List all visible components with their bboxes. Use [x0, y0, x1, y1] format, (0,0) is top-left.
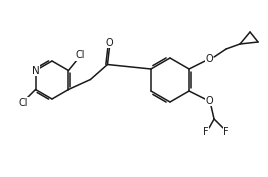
Text: O: O	[205, 96, 213, 106]
Text: N: N	[32, 65, 39, 76]
Text: Cl: Cl	[76, 50, 85, 61]
Text: O: O	[205, 54, 213, 64]
Text: Cl: Cl	[19, 98, 28, 107]
Text: F: F	[223, 127, 229, 137]
Text: O: O	[106, 38, 113, 47]
Text: F: F	[203, 127, 209, 137]
